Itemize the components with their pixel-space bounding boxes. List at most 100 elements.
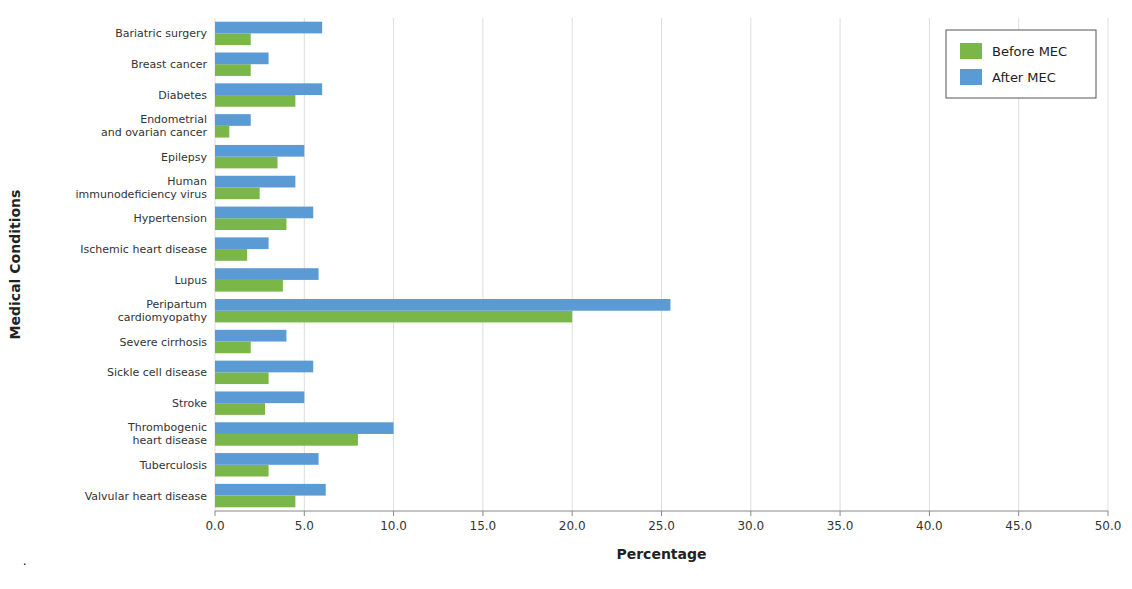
legend: Before MECAfter MEC	[946, 30, 1096, 98]
category-label: Breast cancer	[131, 58, 207, 71]
grid-line	[393, 18, 394, 511]
category-label: Tuberculosis	[139, 459, 208, 472]
category-label-line: Severe cirrhosis	[119, 336, 207, 349]
x-axis-line	[215, 511, 1108, 512]
bar	[215, 114, 251, 126]
legend-frame	[946, 30, 1096, 98]
category-label-line: Epilepsy	[161, 151, 208, 164]
bar	[215, 145, 304, 157]
annotation: .	[23, 554, 27, 568]
tick-label: 5.0	[295, 519, 314, 533]
bar	[215, 484, 326, 496]
grid-line	[750, 18, 751, 511]
bar	[215, 311, 572, 323]
category-label-line: Bariatric surgery	[115, 27, 207, 40]
category-label: Peripartumcardiomyopathy	[118, 298, 208, 324]
category-label: Sickle cell disease	[107, 366, 207, 379]
category-label: Bariatric surgery	[115, 27, 207, 40]
legend-swatch	[960, 43, 982, 59]
category-label: Humanimmunodeficiency virus	[75, 175, 207, 201]
tick-label: 40.0	[916, 519, 943, 533]
tick-mark	[840, 511, 841, 516]
category-label: Thrombogenicheart disease	[127, 421, 207, 447]
tick-label: 15.0	[470, 519, 497, 533]
bar	[215, 157, 278, 169]
category-label: Valvular heart disease	[85, 490, 208, 503]
tick-mark	[1018, 511, 1019, 516]
category-label: Epilepsy	[161, 151, 208, 164]
bar	[215, 299, 670, 311]
grid	[215, 18, 1108, 511]
grid-line	[572, 18, 573, 511]
category-label: Lupus	[174, 274, 207, 287]
category-label: Endometrialand ovarian cancer	[101, 113, 208, 139]
bar	[215, 280, 283, 292]
category-label-line: Valvular heart disease	[85, 490, 208, 503]
tick-mark	[661, 511, 662, 516]
bar	[215, 22, 322, 34]
category-label-line: Human	[167, 175, 207, 188]
grid-line	[840, 18, 841, 511]
tick-label: 25.0	[648, 519, 675, 533]
bar	[215, 330, 286, 342]
tick-mark	[929, 511, 930, 516]
bar	[215, 64, 251, 76]
category-label-line: and ovarian cancer	[101, 126, 208, 139]
category-label-line: Ischemic heart disease	[80, 243, 207, 256]
tick-mark	[393, 511, 394, 516]
category-label-line: heart disease	[132, 434, 207, 447]
bar	[215, 83, 322, 95]
category-label-line: Hypertension	[133, 212, 207, 225]
category-label-line: Endometrial	[140, 113, 207, 126]
category-label-line: Tuberculosis	[139, 459, 208, 472]
bar	[215, 33, 251, 45]
grid-line	[482, 18, 483, 511]
bar	[215, 187, 260, 199]
tick-label: 20.0	[559, 519, 586, 533]
tick-label: 0.0	[205, 519, 224, 533]
category-label-line: Diabetes	[158, 89, 207, 102]
bar	[215, 237, 269, 249]
grid-line	[661, 18, 662, 511]
bar	[215, 403, 265, 415]
bar	[215, 268, 319, 280]
bar	[215, 434, 358, 446]
chart: 0.05.010.015.020.025.030.035.040.045.050…	[0, 0, 1132, 589]
bar	[215, 53, 269, 65]
tick-label: 35.0	[827, 519, 854, 533]
category-label: Stroke	[172, 397, 207, 410]
category-label-line: Thrombogenic	[127, 421, 207, 434]
bars	[215, 22, 670, 508]
category-label-line: Lupus	[174, 274, 207, 287]
tick-mark	[215, 511, 216, 516]
category-label: Hypertension	[133, 212, 207, 225]
grid-line	[1108, 18, 1109, 511]
bar	[215, 391, 304, 403]
tick-mark	[750, 511, 751, 516]
tick-mark	[482, 511, 483, 516]
bar	[215, 372, 269, 384]
tick-mark	[1108, 511, 1109, 516]
bar	[215, 207, 313, 219]
tick-mark	[572, 511, 573, 516]
bar	[215, 176, 295, 188]
y-axis-title: Medical Conditions	[7, 190, 23, 340]
category-label: Severe cirrhosis	[119, 336, 207, 349]
tick-label: 50.0	[1095, 519, 1122, 533]
category-label-line: Sickle cell disease	[107, 366, 207, 379]
tick-label: 10.0	[380, 519, 407, 533]
category-label-line: immunodeficiency virus	[75, 188, 207, 201]
bar	[215, 218, 286, 230]
bar	[215, 465, 269, 477]
category-label: Diabetes	[158, 89, 207, 102]
category-label: Ischemic heart disease	[80, 243, 207, 256]
legend-label: After MEC	[992, 70, 1056, 85]
category-label-line: cardiomyopathy	[118, 311, 208, 324]
bar	[215, 126, 229, 138]
category-label-line: Peripartum	[146, 298, 207, 311]
tick-label: 45.0	[1005, 519, 1032, 533]
bar	[215, 453, 319, 465]
bar	[215, 342, 251, 354]
grid-line	[929, 18, 930, 511]
legend-swatch	[960, 69, 982, 85]
